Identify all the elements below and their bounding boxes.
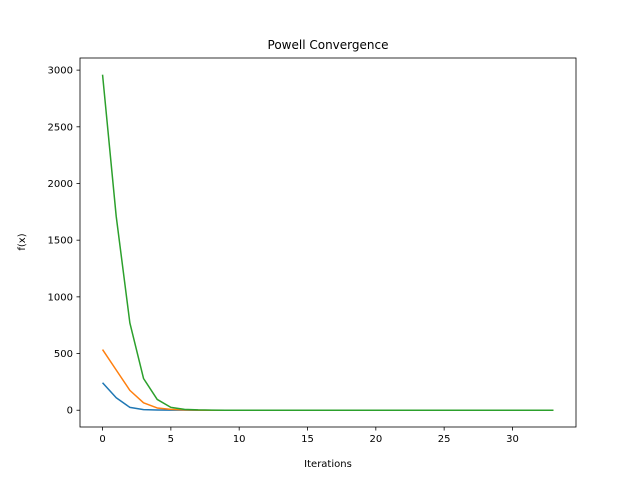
y-axis-label: f(x)	[17, 233, 28, 250]
x-tick-label: 20	[369, 434, 382, 445]
x-tick-label: 15	[301, 434, 314, 445]
series-line-3	[101, 74, 554, 411]
x-tick-label: 30	[506, 434, 519, 445]
x-axis-label: Iterations	[304, 459, 352, 470]
x-tick-label: 5	[168, 434, 174, 445]
y-tick-label: 0	[67, 406, 73, 417]
x-tick-label: 25	[438, 434, 451, 445]
y-tick-label: 500	[54, 349, 73, 360]
series-line-1	[101, 382, 554, 411]
series-line-2	[101, 349, 554, 411]
y-tick-label: 1000	[48, 292, 73, 303]
x-tick-label: 0	[99, 434, 105, 445]
series-layer	[101, 74, 554, 411]
chart-title: Powell Convergence	[268, 38, 389, 52]
y-tick-label: 1500	[48, 236, 73, 247]
x-tick-label: 10	[233, 434, 246, 445]
y-axis-ticks: 0 500 1000 1500 2000 2500 3000	[48, 66, 80, 417]
plot-frame	[79, 57, 577, 428]
x-axis-ticks: 0 5 10 15 20 25 30	[99, 427, 519, 445]
y-tick-label: 2000	[48, 179, 73, 190]
y-tick-label: 2500	[48, 122, 73, 133]
y-tick-label: 3000	[48, 66, 73, 77]
